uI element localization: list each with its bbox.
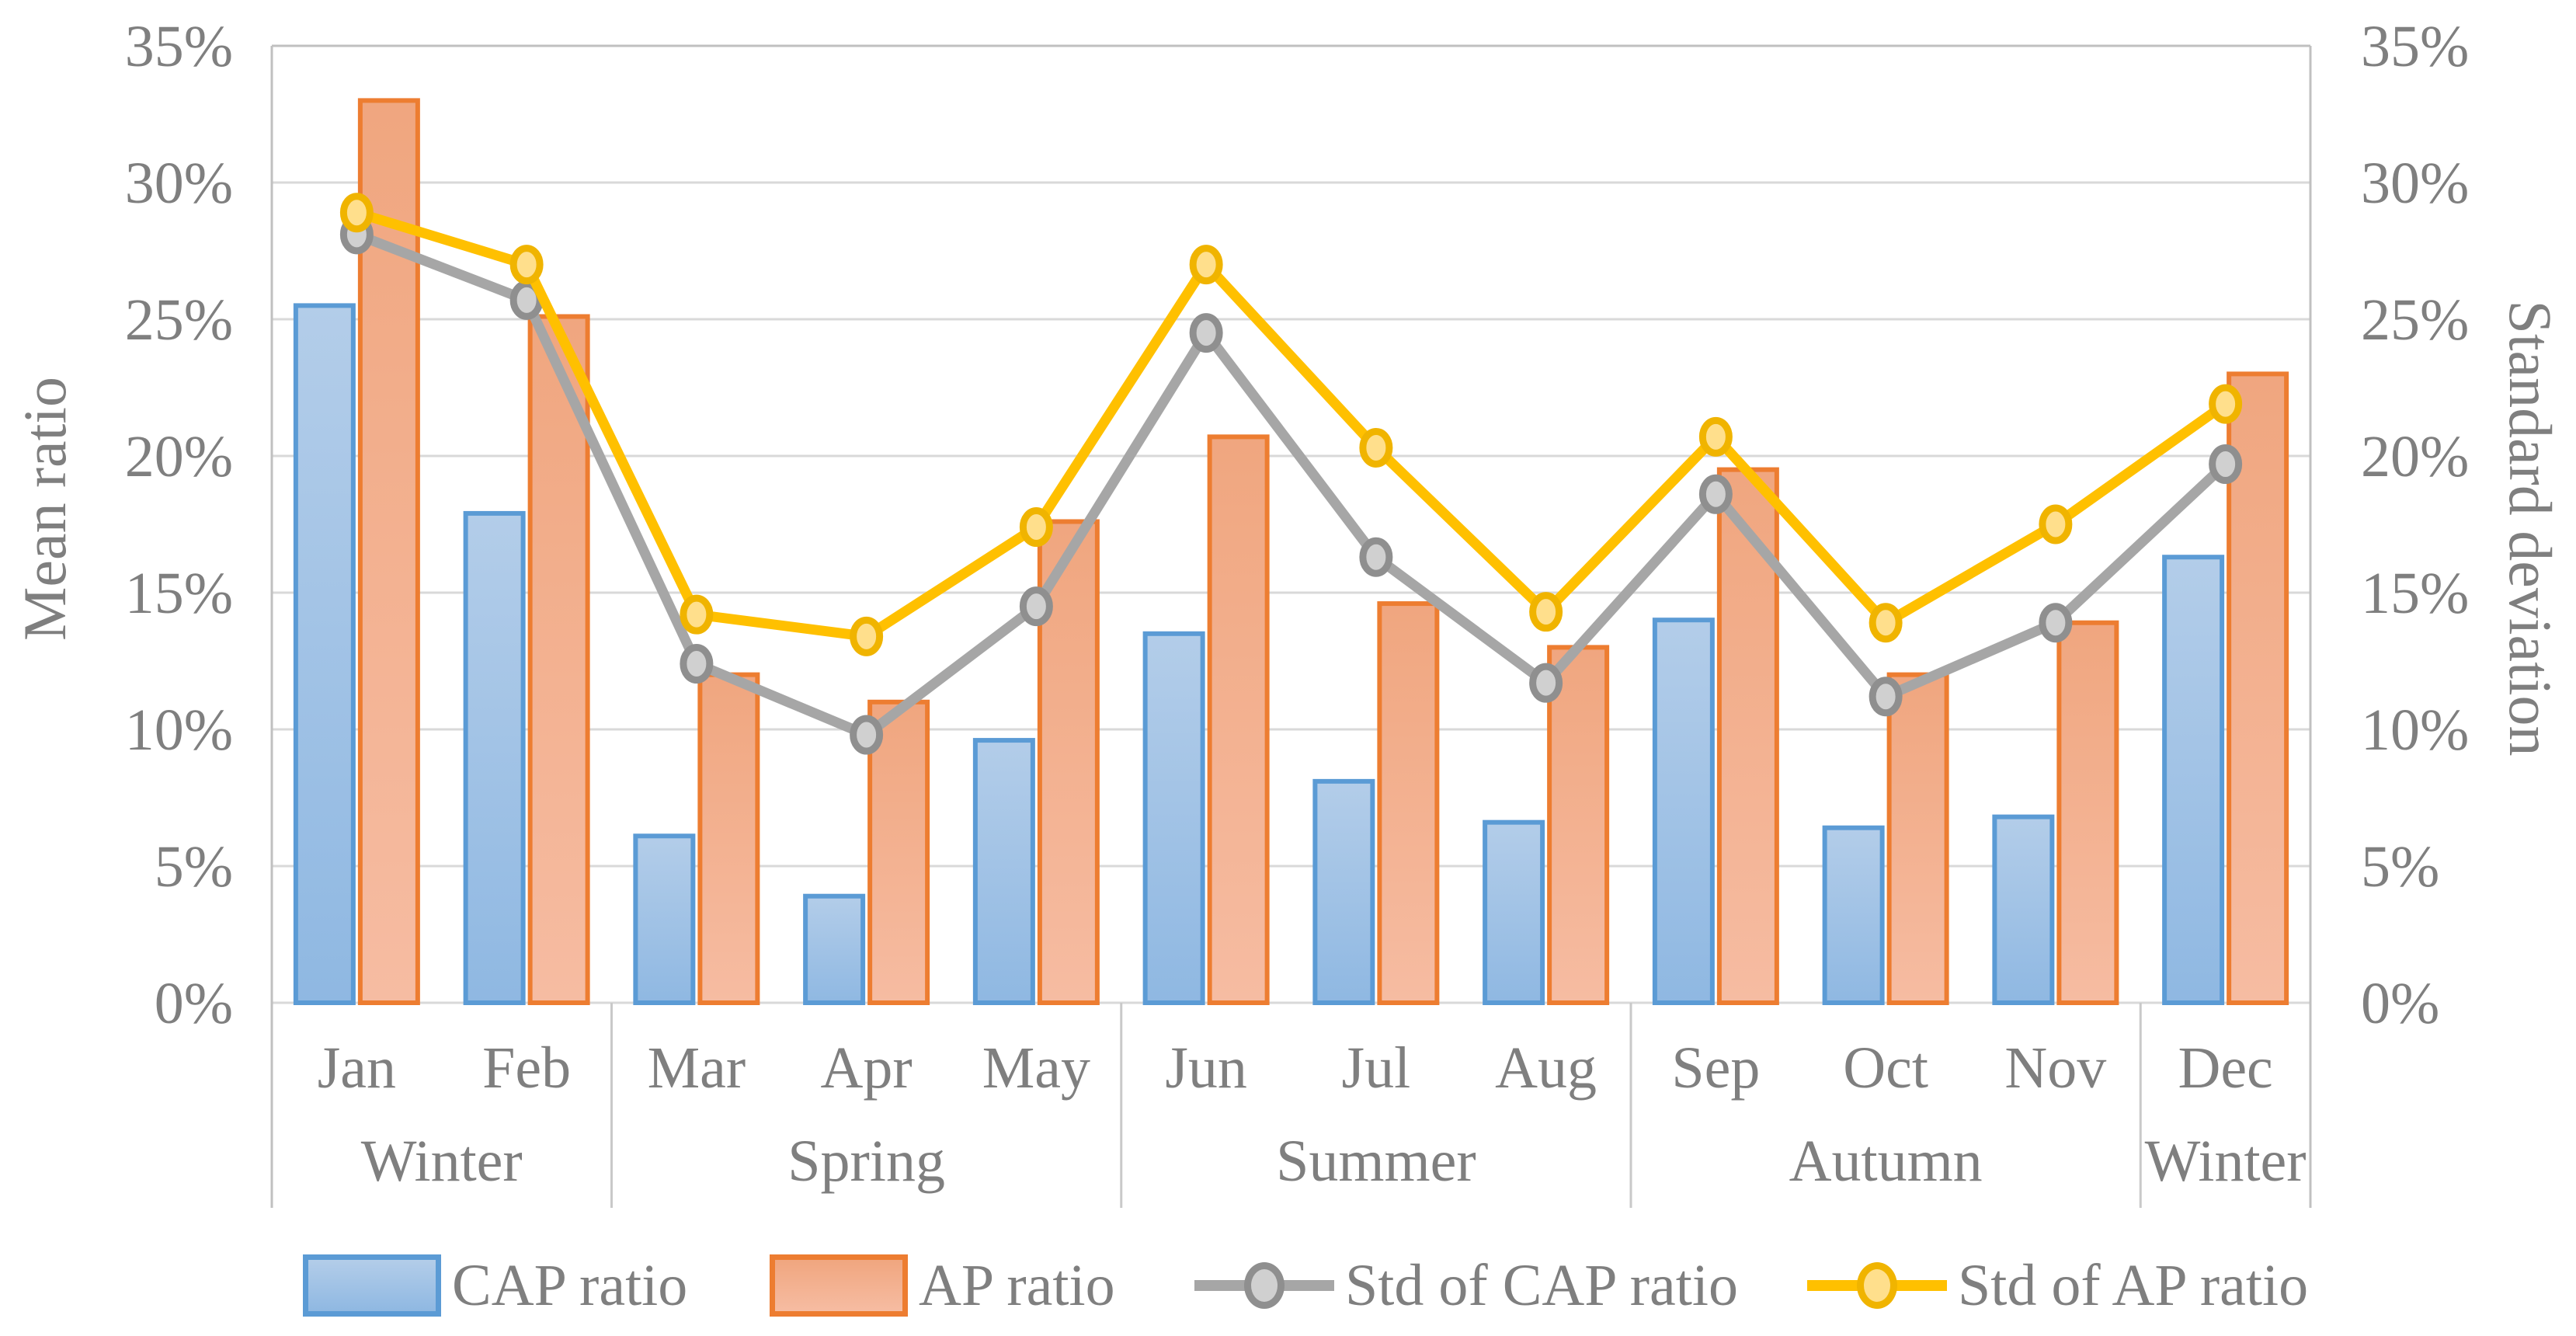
right-tick-label-35%: 35% — [2361, 14, 2469, 79]
bar-cap-ratio-Sep — [1652, 618, 1715, 1005]
line-std-of-cap-ratio — [355, 229, 2230, 741]
month-label-Jul: Jul — [1342, 1035, 1411, 1101]
marker-std-of-ap-ratio-Aug — [1529, 592, 1563, 632]
bar-cap-ratio-Oct — [1822, 825, 1885, 1005]
marker-std-of-ap-ratio-Oct — [1869, 603, 1903, 643]
cap-ratio-swatch-icon — [303, 1254, 441, 1317]
marker-std-of-cap-ratio-Mar — [680, 644, 714, 684]
bar-ap-ratio-Feb — [527, 314, 590, 1006]
month-label-Feb: Feb — [482, 1035, 571, 1101]
marker-std-of-cap-ratio-Jul — [1359, 537, 1393, 577]
bar-cap-ratio-Mar — [633, 833, 696, 1006]
bar-cap-ratio-May — [972, 738, 1035, 1006]
season-label-summer: Summer — [1276, 1129, 1476, 1194]
left-tick-label-25%: 25% — [125, 287, 233, 353]
left-tick-label-30%: 30% — [125, 151, 233, 216]
marker-std-of-ap-ratio-Apr — [850, 616, 884, 656]
season-label-spring: Spring — [787, 1129, 945, 1194]
right-axis-title: Standard deviation — [2497, 300, 2564, 757]
std-ap-line-marker-icon — [1807, 1251, 1947, 1320]
marker-std-of-cap-ratio-Apr — [850, 715, 884, 755]
marker-std-of-cap-ratio-Jun — [1189, 313, 1223, 353]
marker-std-of-ap-ratio-May — [1019, 507, 1053, 548]
month-label-Oct: Oct — [1843, 1035, 1928, 1101]
marker-std-of-cap-ratio-Aug — [1529, 663, 1563, 703]
bar-ap-ratio-Aug — [1547, 645, 1610, 1006]
season-label-winter: Winter — [2145, 1129, 2307, 1194]
bar-cap-ratio-Aug — [1483, 819, 1545, 1006]
legend-label: CAP ratio — [452, 1253, 688, 1318]
right-tick-label-30%: 30% — [2361, 151, 2469, 216]
right-tick-label-25%: 25% — [2361, 287, 2469, 353]
marker-std-of-ap-ratio-Nov — [2039, 504, 2073, 544]
marker-std-of-cap-ratio-May — [1019, 586, 1053, 627]
month-label-Dec: Dec — [2178, 1035, 2272, 1101]
legend-label: Std of AP ratio — [1958, 1253, 2309, 1318]
season-label-winter: Winter — [361, 1129, 523, 1194]
bar-ap-ratio-Nov — [2056, 620, 2119, 1005]
marker-std-of-ap-ratio-Dec — [2209, 384, 2243, 424]
right-tick-label-10%: 10% — [2361, 698, 2469, 763]
bar-ap-ratio-Mar — [697, 672, 760, 1005]
marker-std-of-ap-ratio-Mar — [680, 594, 714, 635]
month-label-Mar: Mar — [648, 1035, 746, 1101]
bar-ap-ratio-Jul — [1377, 601, 1440, 1005]
legend-label: Std of CAP ratio — [1345, 1253, 1738, 1318]
legend-label: AP ratio — [919, 1253, 1115, 1318]
std-cap-line-marker-icon — [1194, 1251, 1334, 1320]
line-std-of-ap-ratio — [355, 207, 2229, 642]
legend-item-std-ap-ratio: Std of AP ratio — [1807, 1251, 2308, 1320]
right-tick-label-0%: 0% — [2361, 971, 2439, 1036]
season-label-autumn: Autumn — [1789, 1129, 1983, 1194]
bar-cap-ratio-Dec — [2162, 555, 2225, 1005]
bar-ap-ratio-Dec — [2227, 371, 2289, 1005]
bar-cap-ratio-Jan — [293, 303, 356, 1005]
left-tick-label-10%: 10% — [125, 698, 233, 763]
right-tick-label-20%: 20% — [2361, 424, 2469, 489]
month-label-Sep: Sep — [1671, 1035, 1760, 1101]
bar-ap-ratio-Oct — [1886, 672, 1949, 1005]
bar-cap-ratio-Jul — [1312, 778, 1375, 1005]
marker-std-of-ap-ratio-Feb — [509, 245, 544, 285]
marker-std-of-ap-ratio-Jun — [1189, 245, 1223, 285]
marker-std-of-cap-ratio-Nov — [2039, 603, 2073, 643]
bar-cap-ratio-Nov — [1992, 814, 2055, 1006]
month-label-Jun: Jun — [1165, 1035, 1247, 1101]
left-tick-label-35%: 35% — [125, 14, 233, 79]
marker-std-of-cap-ratio-Sep — [1698, 474, 1733, 514]
left-tick-label-5%: 5% — [155, 834, 233, 899]
bar-cap-ratio-Feb — [463, 510, 526, 1005]
month-label-Apr: Apr — [821, 1035, 913, 1101]
marker-std-of-ap-ratio-Jan — [339, 193, 374, 233]
bar-cap-ratio-Apr — [803, 893, 866, 1005]
marker-std-of-cap-ratio-Oct — [1869, 677, 1903, 717]
left-tick-label-0%: 0% — [155, 971, 233, 1036]
right-tick-label-15%: 15% — [2361, 561, 2469, 626]
left-axis-title: Mean ratio — [11, 376, 78, 642]
bar-ap-ratio-Apr — [867, 699, 930, 1005]
marker-std-of-ap-ratio-Jul — [1359, 427, 1393, 468]
marker-std-of-cap-ratio-Dec — [2209, 444, 2243, 485]
month-label-May: May — [982, 1035, 1090, 1101]
month-label-Aug: Aug — [1495, 1035, 1597, 1101]
legend-item-cap-ratio: CAP ratio — [303, 1251, 687, 1320]
left-tick-label-20%: 20% — [125, 424, 233, 489]
bar-ap-ratio-Jun — [1207, 434, 1270, 1005]
legend-item-ap-ratio: AP ratio — [770, 1251, 1115, 1320]
bar-cap-ratio-Jun — [1142, 631, 1205, 1005]
ap-ratio-swatch-icon — [770, 1254, 908, 1317]
left-tick-label-15%: 15% — [125, 561, 233, 626]
marker-std-of-ap-ratio-Sep — [1698, 416, 1733, 457]
legend-item-std-cap-ratio: Std of CAP ratio — [1194, 1251, 1738, 1320]
month-label-Jan: Jan — [318, 1035, 396, 1101]
month-label-Nov: Nov — [2004, 1035, 2106, 1101]
right-tick-label-5%: 5% — [2361, 834, 2439, 899]
